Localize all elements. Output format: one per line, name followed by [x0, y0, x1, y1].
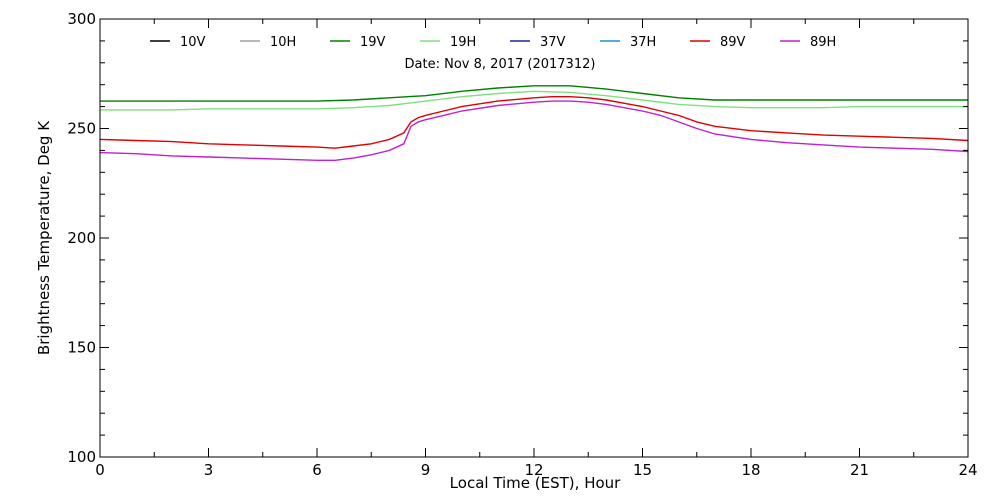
legend-label-19V: 19V	[360, 35, 386, 50]
y-axis-title: Brightness Temperature, Deg K	[35, 120, 53, 355]
legend-label-37H: 37H	[630, 35, 656, 50]
axis-ticks	[99, 18, 969, 458]
series-line-89H	[99, 100, 969, 162]
legend-label-89V: 89V	[720, 35, 746, 50]
x-axis-title: Local Time (EST), Hour	[450, 474, 621, 492]
legend: 10V 10H 19V 19H 37V 37H 89V 89H	[150, 35, 836, 50]
y-tick-label: 150	[67, 339, 96, 357]
y-tick-label: 200	[67, 229, 96, 247]
x-tick-label: 9	[421, 461, 431, 479]
x-tick-label: 18	[741, 461, 760, 479]
x-tick-label: 0	[95, 461, 105, 479]
y-tick-label: 100	[67, 448, 96, 466]
legend-label-89H: 89H	[810, 35, 836, 50]
x-tick-label: 21	[850, 461, 869, 479]
tick-labels: 0 3 6 9 12 15 18 21 24 100 150 200 250 300	[67, 10, 977, 479]
series-line-19H	[100, 90, 968, 111]
legend-label-37V: 37V	[540, 35, 566, 50]
x-tick-label: 12	[524, 461, 543, 479]
plot-lines	[99, 85, 969, 162]
series-line-89V	[99, 95, 969, 149]
y-tick-label: 250	[67, 120, 96, 138]
legend-label-10H: 10H	[270, 35, 296, 50]
y-tick-label: 300	[67, 10, 96, 28]
legend-label-10V: 10V	[180, 35, 206, 50]
series-line-19V	[100, 85, 968, 102]
x-tick-label: 24	[958, 461, 977, 479]
x-tick-label: 15	[633, 461, 652, 479]
x-tick-label: 3	[204, 461, 214, 479]
legend-label-19H: 19H	[450, 35, 476, 50]
x-tick-label: 6	[312, 461, 322, 479]
date-label: Date: Nov 8, 2017 (2017312)	[405, 57, 596, 72]
plot-frame	[99, 18, 969, 458]
